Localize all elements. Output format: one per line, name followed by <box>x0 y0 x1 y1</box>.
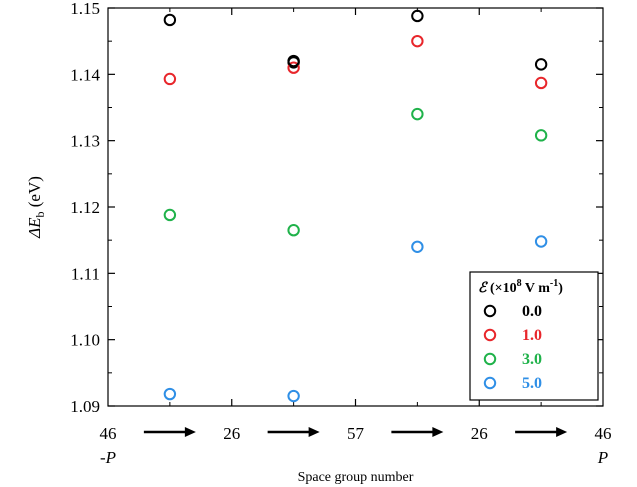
data-points <box>163 9 548 403</box>
legend-items: 0.0 1.0 3.0 5.0 <box>483 303 542 392</box>
x-arrow-head <box>308 427 320 437</box>
x-arrow-head <box>556 427 568 437</box>
x-axis-label: Space group number <box>298 470 414 485</box>
x-arrow-head <box>184 427 196 437</box>
data-point-1-0 <box>534 76 548 90</box>
legend-marker-1-0 <box>483 328 497 342</box>
legend-title-units-exponent: -1 <box>550 278 558 289</box>
x-tick-label: 26 <box>471 424 488 443</box>
data-point-0-0 <box>411 9 424 23</box>
x-tick-label: 46 <box>100 424 117 443</box>
data-point-0-0 <box>163 13 177 27</box>
data-point-3-0 <box>534 129 548 142</box>
y-tick-label: 1.14 <box>70 65 100 84</box>
data-point-5-0 <box>287 389 300 403</box>
legend-label-3-0: 3.0 <box>522 351 542 368</box>
legend-marker-0-0 <box>483 304 497 318</box>
data-point-0-0 <box>287 54 300 68</box>
data-point-5-0 <box>411 240 424 254</box>
data-point-3-0 <box>163 208 177 222</box>
x-tick-label: 46 <box>595 424 612 443</box>
x-end-label-right: P <box>597 448 608 467</box>
data-point-0-0 <box>534 58 548 71</box>
legend-marker-5-0 <box>483 376 497 390</box>
legend-title-text: (×10 <box>486 281 516 296</box>
y-tick-label: 1.12 <box>70 198 100 217</box>
y-axis-label-subscript: b <box>33 212 47 218</box>
y-axis-label-unit: (eV) <box>25 176 44 211</box>
x-arrow-head <box>432 427 444 437</box>
data-point-3-0 <box>411 107 424 121</box>
legend-label-5-0: 5.0 <box>522 375 542 392</box>
data-point-5-0 <box>163 387 177 401</box>
data-point-1-0 <box>411 34 424 48</box>
legend: ℰ (×108 V m-1) 0.0 1.0 3.0 5.0 <box>469 271 599 401</box>
legend-title-units: V m <box>522 281 551 296</box>
data-point-3-0 <box>287 224 300 237</box>
legend-title-symbol: ℰ <box>478 281 489 296</box>
x-tick-label: 26 <box>223 424 240 443</box>
y-tick-label: 1.13 <box>70 132 100 151</box>
x-tick-label: 57 <box>347 424 365 443</box>
data-point-5-0 <box>534 235 548 248</box>
y-tick-label: 1.11 <box>71 264 100 283</box>
y-tick-label: 1.10 <box>70 331 100 350</box>
data-point-1-0 <box>287 61 300 74</box>
legend-label-0-0: 0.0 <box>522 303 542 320</box>
x-axis: 46 26 57 26 46 -P P <box>100 8 612 467</box>
legend-title-exponent: 8 <box>517 278 522 289</box>
y-axis-label-symbol: ΔE <box>25 217 44 239</box>
legend-label-1-0: 1.0 <box>522 327 542 344</box>
legend-title-close: ) <box>558 281 563 296</box>
y-axis: 1.09 1.10 1.11 1.12 1.13 1.14 1.15 <box>70 0 603 416</box>
y-axis-label: ΔEb (eV) <box>25 176 47 239</box>
legend-title: ℰ (×108 V m-1) <box>478 278 563 296</box>
data-point-1-0 <box>163 72 177 86</box>
x-end-label-left: -P <box>100 448 116 467</box>
legend-marker-3-0 <box>483 352 497 366</box>
y-tick-label: 1.15 <box>70 0 100 18</box>
y-tick-label: 1.09 <box>70 397 100 416</box>
